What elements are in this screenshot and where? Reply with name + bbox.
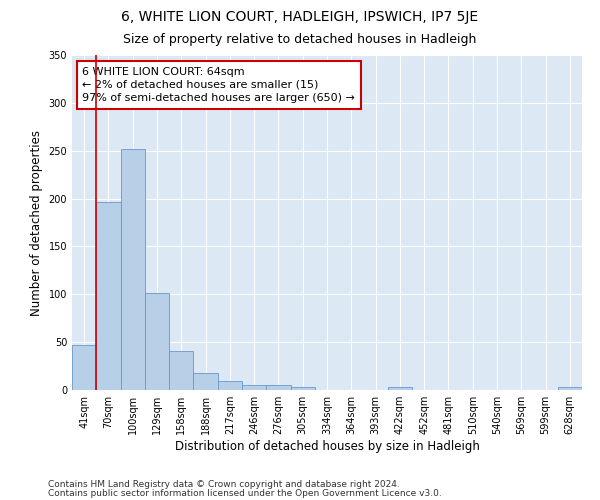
Text: Contains public sector information licensed under the Open Government Licence v3: Contains public sector information licen… [48, 489, 442, 498]
Bar [145, 294, 169, 390]
Bar [193, 373, 218, 390]
Bar [388, 387, 412, 390]
Text: Size of property relative to detached houses in Hadleigh: Size of property relative to detached ho… [124, 32, 476, 46]
Bar [121, 149, 145, 390]
Bar [218, 382, 242, 390]
Bar [558, 387, 582, 390]
Bar [290, 387, 315, 390]
Text: Contains HM Land Registry data © Crown copyright and database right 2024.: Contains HM Land Registry data © Crown c… [48, 480, 400, 489]
Text: 6, WHITE LION COURT, HADLEIGH, IPSWICH, IP7 5JE: 6, WHITE LION COURT, HADLEIGH, IPSWICH, … [121, 10, 479, 24]
Y-axis label: Number of detached properties: Number of detached properties [30, 130, 43, 316]
Bar [242, 385, 266, 390]
Bar [96, 202, 121, 390]
Bar [169, 351, 193, 390]
Bar [266, 385, 290, 390]
Text: 6 WHITE LION COURT: 64sqm
← 2% of detached houses are smaller (15)
97% of semi-d: 6 WHITE LION COURT: 64sqm ← 2% of detach… [82, 66, 355, 103]
X-axis label: Distribution of detached houses by size in Hadleigh: Distribution of detached houses by size … [175, 440, 479, 453]
Bar [72, 345, 96, 390]
